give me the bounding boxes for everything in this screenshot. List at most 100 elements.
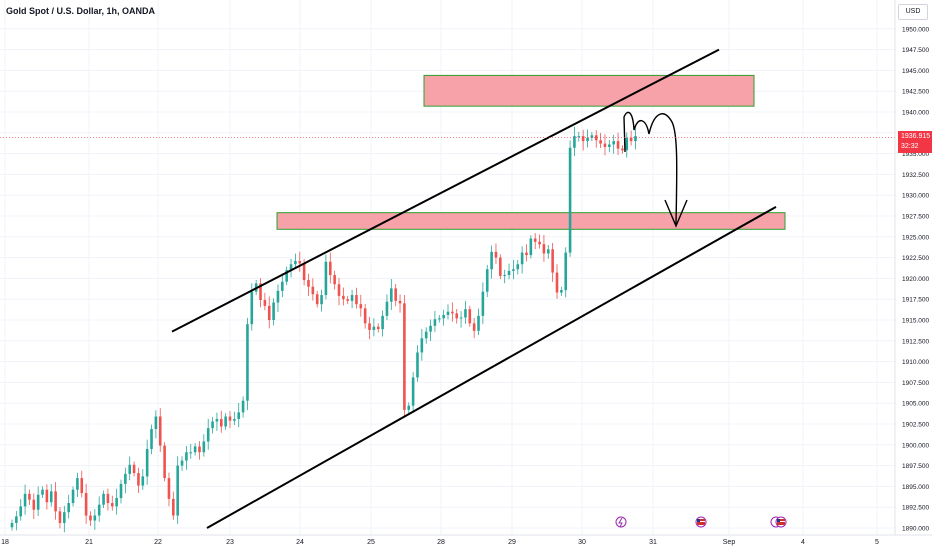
candle: [237, 412, 241, 420]
x-tick-label: 5: [875, 539, 879, 546]
candle: [403, 303, 406, 410]
candle: [267, 305, 271, 320]
candle: [390, 288, 393, 302]
candle: [372, 326, 376, 330]
candle: [128, 464, 132, 474]
y-tick-label: 1917.500: [902, 297, 929, 304]
candle: [538, 241, 541, 245]
candle: [385, 301, 389, 316]
candle: [141, 476, 145, 486]
candle: [115, 498, 118, 507]
candle: [189, 452, 193, 454]
y-tick-label: 1930.000: [902, 193, 929, 200]
candle: [228, 416, 232, 421]
candle: [603, 143, 607, 147]
x-tick-label: Sep: [723, 539, 736, 546]
y-tick-label: 1935.000: [902, 151, 929, 158]
projection-squiggle: [623, 111, 678, 225]
x-tick-label: 29: [508, 539, 516, 546]
candle: [163, 445, 166, 479]
candle: [211, 421, 214, 429]
candle: [525, 252, 528, 256]
candle: [167, 478, 171, 499]
candle: [359, 304, 363, 309]
candle: [446, 311, 450, 316]
y-tick-label: 1905.000: [902, 401, 929, 408]
candle: [477, 315, 480, 331]
candle: [119, 483, 123, 499]
candle: [193, 446, 197, 453]
x-tick-label: 24: [296, 539, 304, 546]
candle: [215, 419, 219, 422]
candle: [328, 261, 332, 276]
lightning-event-icon: [615, 516, 627, 528]
candle: [363, 308, 367, 324]
candle: [233, 419, 236, 421]
candle: [376, 326, 380, 330]
candle: [381, 315, 384, 330]
candle: [250, 291, 254, 325]
candle: [150, 428, 153, 449]
candle: [594, 135, 598, 141]
time-axis[interactable]: 18 21 22 23 24 25 28 29 30 31 Sep 4 5: [1, 539, 879, 546]
candle: [58, 511, 62, 524]
candle: [89, 515, 92, 521]
candle: [198, 446, 201, 453]
candle: [621, 148, 624, 151]
candle: [154, 416, 158, 429]
candle: [132, 464, 136, 474]
candle: [41, 489, 44, 495]
candle: [503, 275, 506, 277]
candle: [54, 491, 57, 512]
channel-trendline: [171, 48, 720, 333]
channel-trendline: [206, 205, 777, 529]
candle: [634, 136, 637, 142]
candle: [137, 473, 140, 486]
candle: [180, 460, 184, 466]
candle: [158, 416, 162, 446]
candle: [124, 473, 127, 484]
currency-button[interactable]: USD: [898, 4, 928, 20]
candle: [612, 141, 615, 145]
candle: [206, 428, 210, 442]
y-tick-label: 1890.000: [902, 526, 929, 533]
candle: [546, 249, 550, 254]
y-tick-label: 1902.500: [902, 422, 929, 429]
x-tick-label: 28: [437, 539, 445, 546]
candle: [416, 352, 419, 378]
candle: [542, 244, 546, 254]
candle: [555, 272, 559, 293]
candle: [28, 493, 31, 500]
candle: [241, 400, 245, 413]
candle: [259, 283, 262, 301]
candle: [437, 318, 441, 320]
candle: [76, 478, 79, 490]
y-tick-label: 1900.000: [902, 442, 929, 449]
candle: [36, 494, 40, 510]
chart-title: Gold Spot / U.S. Dollar, 1h, OANDA: [6, 6, 156, 16]
candle: [560, 290, 563, 293]
candle: [19, 506, 23, 517]
candle: [581, 136, 585, 142]
candle: [629, 137, 633, 142]
x-tick-label: 23: [226, 539, 234, 546]
candle: [63, 512, 66, 524]
y-tick-label: 1912.500: [902, 338, 929, 345]
candle: [455, 313, 459, 319]
candle: [10, 523, 14, 528]
candle: [407, 405, 411, 410]
y-tick-label: 1940.000: [902, 110, 929, 117]
candle: [246, 324, 249, 401]
trendlines: [171, 48, 777, 529]
candle: [551, 249, 554, 273]
price-axis[interactable]: 1950.000 1947.500 1945.000 1942.500 1940.000…: [902, 26, 929, 532]
candle: [481, 291, 485, 316]
candle: [219, 419, 223, 427]
event-markers[interactable]: [615, 516, 787, 528]
candle: [302, 263, 306, 281]
candle: [294, 260, 297, 265]
candle: [564, 252, 568, 291]
candle: [315, 294, 319, 305]
candle: [394, 288, 397, 301]
